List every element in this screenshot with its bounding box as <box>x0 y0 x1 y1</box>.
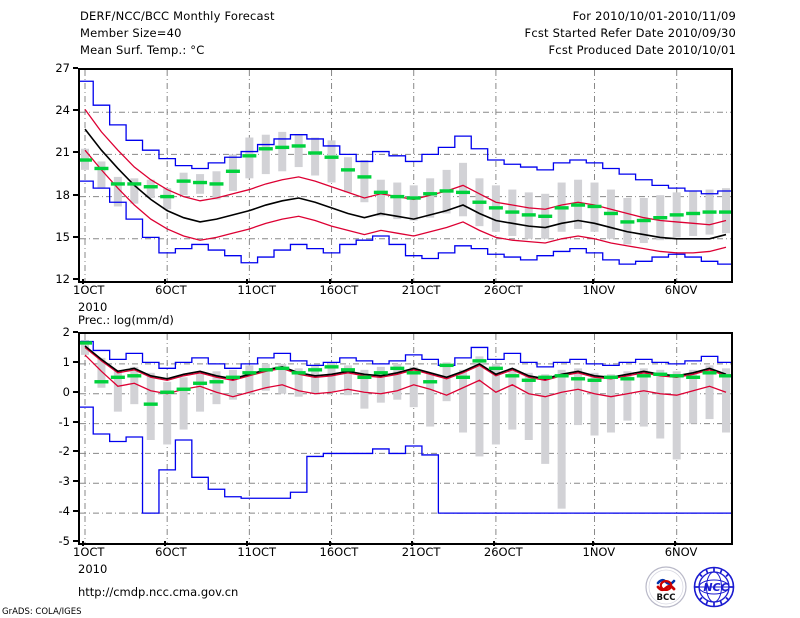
y-tick-mark <box>73 151 78 154</box>
y-tick-mark <box>73 510 78 513</box>
series-lower-quartile <box>84 354 727 398</box>
y-tick-label: -1 <box>58 414 70 429</box>
x-tick-mark <box>328 541 331 546</box>
forecast-start-date: Fcst Started Refer Date 2010/09/30 <box>524 26 736 40</box>
y-tick-mark <box>73 278 78 280</box>
precipitation-label: Prec.: log(mm/d) <box>78 313 174 327</box>
x-tick-label: 16OCT <box>319 283 359 297</box>
x-tick-label: 21OCT <box>401 283 441 297</box>
y-tick-label: 12 <box>55 272 70 286</box>
x-tick-label: 11OCT <box>237 545 277 559</box>
series-ensemble-mean <box>84 128 727 240</box>
ncc-logo-icon: NCC <box>693 566 735 608</box>
y-tick-label: -3 <box>58 474 70 489</box>
x-tick-mark <box>82 541 84 546</box>
y-tick-label: -2 <box>58 444 70 459</box>
y-tick-mark <box>73 390 78 393</box>
member-size: Member Size=40 <box>80 26 182 40</box>
y-tick-label: -4 <box>58 504 70 519</box>
x-tick-mark <box>591 541 594 546</box>
x-tick-mark <box>246 279 249 284</box>
precipitation-x-axis-year: 2010 <box>78 562 108 576</box>
gridlines <box>80 70 731 281</box>
y-tick-mark <box>73 331 78 333</box>
y-tick-label: 2 <box>62 325 70 339</box>
x-tick-mark <box>328 279 331 284</box>
observed-markers <box>80 144 731 224</box>
x-tick-mark <box>164 279 167 284</box>
variable-label: Mean Surf. Temp.: °C <box>80 43 205 57</box>
svg-text:NCC: NCC <box>703 581 728 594</box>
y-tick-mark <box>73 420 78 423</box>
series-ensemble-mean <box>84 345 727 380</box>
x-tick-mark <box>673 541 676 546</box>
x-tick-mark <box>492 279 495 284</box>
x-tick-label: 11OCT <box>237 283 277 297</box>
x-tick-label: 26OCT <box>483 283 523 297</box>
y-tick-label: -5 <box>58 534 70 548</box>
y-tick-mark <box>73 450 78 453</box>
y-tick-mark <box>73 109 78 112</box>
ensemble-spread-bars <box>81 339 730 509</box>
y-tick-label: 21 <box>55 145 70 160</box>
x-tick-label: 16OCT <box>319 545 359 559</box>
x-tick-mark <box>410 279 413 284</box>
series-maximum <box>80 340 731 369</box>
temperature-canvas <box>80 70 731 281</box>
x-tick-label: 1OCT <box>73 283 105 297</box>
ensemble-spread-bars <box>81 131 730 245</box>
series-minimum <box>80 180 731 265</box>
x-tick-label: 1NOV <box>582 545 616 559</box>
y-tick-mark <box>73 360 78 363</box>
x-tick-label: 26OCT <box>483 545 523 559</box>
series-75th-percentile <box>84 109 727 226</box>
svg-text:BCC: BCC <box>657 593 676 603</box>
temperature-x-axis-year: 2010 <box>78 300 108 314</box>
y-tick-label: 15 <box>55 229 70 244</box>
series-25th-percentile <box>84 149 727 254</box>
y-tick-label: 18 <box>55 187 70 202</box>
observed-markers <box>80 341 731 406</box>
x-tick-label: 21OCT <box>401 545 441 559</box>
x-tick-mark <box>591 279 594 284</box>
y-tick-label: 27 <box>55 61 70 75</box>
precipitation-canvas <box>80 334 731 543</box>
y-tick-label: 0 <box>62 384 70 399</box>
bcc-logo-icon: BCC <box>645 566 687 608</box>
x-tick-label: 1OCT <box>73 545 105 559</box>
temperature-plot <box>78 68 733 283</box>
x-tick-label: 1NOV <box>582 283 616 297</box>
series-maximum <box>80 80 731 195</box>
series-upper-quartile <box>84 346 727 381</box>
forecast-produced-date: Fcst Produced Date 2010/10/01 <box>548 43 736 57</box>
y-tick-mark <box>73 235 78 238</box>
precipitation-plot <box>78 332 733 545</box>
x-tick-mark <box>164 541 167 546</box>
x-tick-label: 6NOV <box>664 283 698 297</box>
page-title: DERF/NCC/BCC Monthly Forecast <box>80 9 275 23</box>
x-tick-mark <box>410 541 413 546</box>
grads-credit: GrADS: COLA/IGES <box>2 607 82 617</box>
website-url[interactable]: http://cmdp.ncc.cma.gov.cn <box>78 585 239 599</box>
agency-logos: BCC NCC <box>645 566 745 608</box>
x-tick-mark <box>246 541 249 546</box>
y-tick-mark <box>73 67 78 69</box>
y-tick-mark <box>73 480 78 483</box>
x-tick-label: 6OCT <box>155 545 187 559</box>
x-tick-mark <box>492 541 495 546</box>
gridlines <box>80 334 731 543</box>
x-tick-mark <box>82 279 84 284</box>
forecast-period: For 2010/10/01-2010/11/09 <box>572 9 736 23</box>
x-tick-label: 6OCT <box>155 283 187 297</box>
y-tick-label: 24 <box>55 103 70 118</box>
x-tick-label: 6NOV <box>664 545 698 559</box>
y-tick-mark <box>73 193 78 196</box>
series-minimum <box>80 406 731 514</box>
y-tick-mark <box>73 540 78 542</box>
y-tick-label: 1 <box>62 354 70 369</box>
x-tick-mark <box>673 279 676 284</box>
